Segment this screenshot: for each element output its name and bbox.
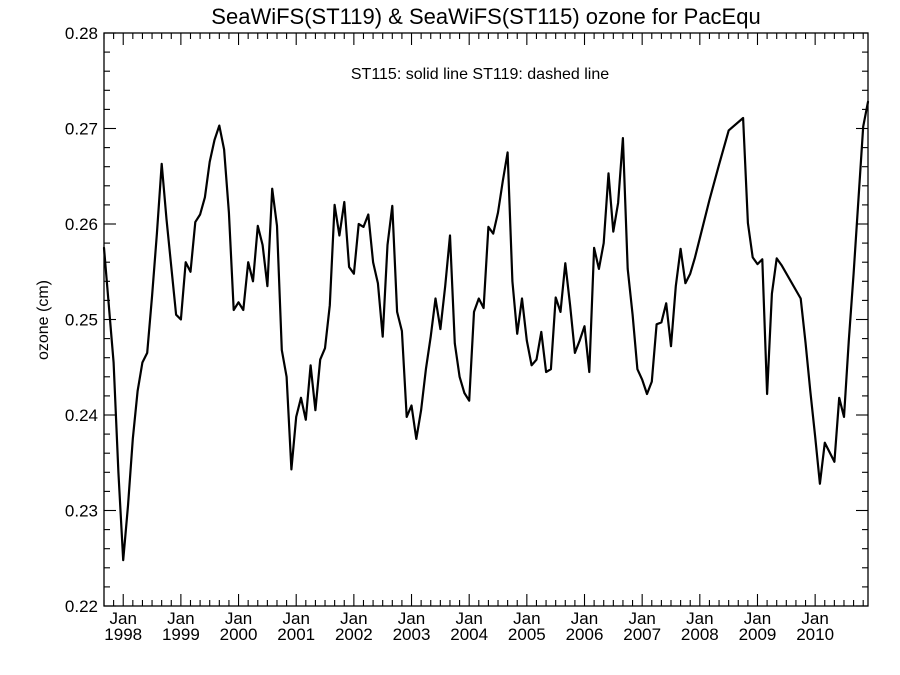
plot-frame (103, 32, 869, 607)
x-tick-month-label: Jan (398, 609, 425, 628)
x-tick-month-label: Jan (686, 609, 713, 628)
x-tick-year-label: 2003 (393, 625, 431, 644)
y-tick-label: 0.22 (65, 597, 98, 616)
x-tick-month-label: Jan (167, 609, 194, 628)
x-tick-year-label: 1998 (104, 625, 142, 644)
x-tick-year-label: 2002 (335, 625, 373, 644)
y-axis-ticks: 0.22 0.23 0.24 0.25 0.26 0.27 0.28 (65, 24, 868, 616)
x-axis-ticks: Jan1998Jan1999Jan2000Jan2001Jan2002Jan20… (103, 33, 864, 644)
series-line (102, 100, 870, 562)
x-tick-month-label: Jan (744, 609, 771, 628)
x-tick-year-label: 2010 (796, 625, 834, 644)
x-tick-month-label: Jan (282, 609, 309, 628)
x-tick-year-label: 2004 (450, 625, 488, 644)
y-tick-label: 0.27 (65, 120, 98, 139)
x-tick-month-label: Jan (513, 609, 540, 628)
x-tick-month-label: Jan (571, 609, 598, 628)
x-tick-year-label: 2005 (508, 625, 546, 644)
y-tick-label: 0.28 (65, 24, 98, 43)
chart-title: SeaWiFS(ST119) & SeaWiFS(ST115) ozone fo… (211, 4, 760, 29)
y-tick-label: 0.26 (65, 215, 98, 234)
y-tick-label: 0.24 (65, 406, 98, 425)
x-tick-year-label: 2000 (220, 625, 258, 644)
x-tick-month-label: Jan (628, 609, 655, 628)
x-tick-month-label: Jan (340, 609, 367, 628)
series-group (102, 100, 870, 562)
x-tick-year-label: 1999 (162, 625, 200, 644)
x-tick-year-label: 2009 (739, 625, 777, 644)
x-tick-year-label: 2001 (277, 625, 315, 644)
y-tick-label: 0.23 (65, 502, 98, 521)
x-tick-month-label: Jan (801, 609, 828, 628)
chart-annotation: ST115: solid line ST119: dashed line (351, 66, 609, 83)
x-tick-month-label: Jan (110, 609, 137, 628)
x-tick-month-label: Jan (455, 609, 482, 628)
y-axis-label: ozone (cm) (35, 280, 52, 360)
x-tick-year-label: 2006 (566, 625, 604, 644)
x-tick-year-label: 2007 (623, 625, 661, 644)
x-tick-year-label: 2008 (681, 625, 719, 644)
x-tick-month-label: Jan (225, 609, 252, 628)
y-tick-label: 0.25 (65, 311, 98, 330)
